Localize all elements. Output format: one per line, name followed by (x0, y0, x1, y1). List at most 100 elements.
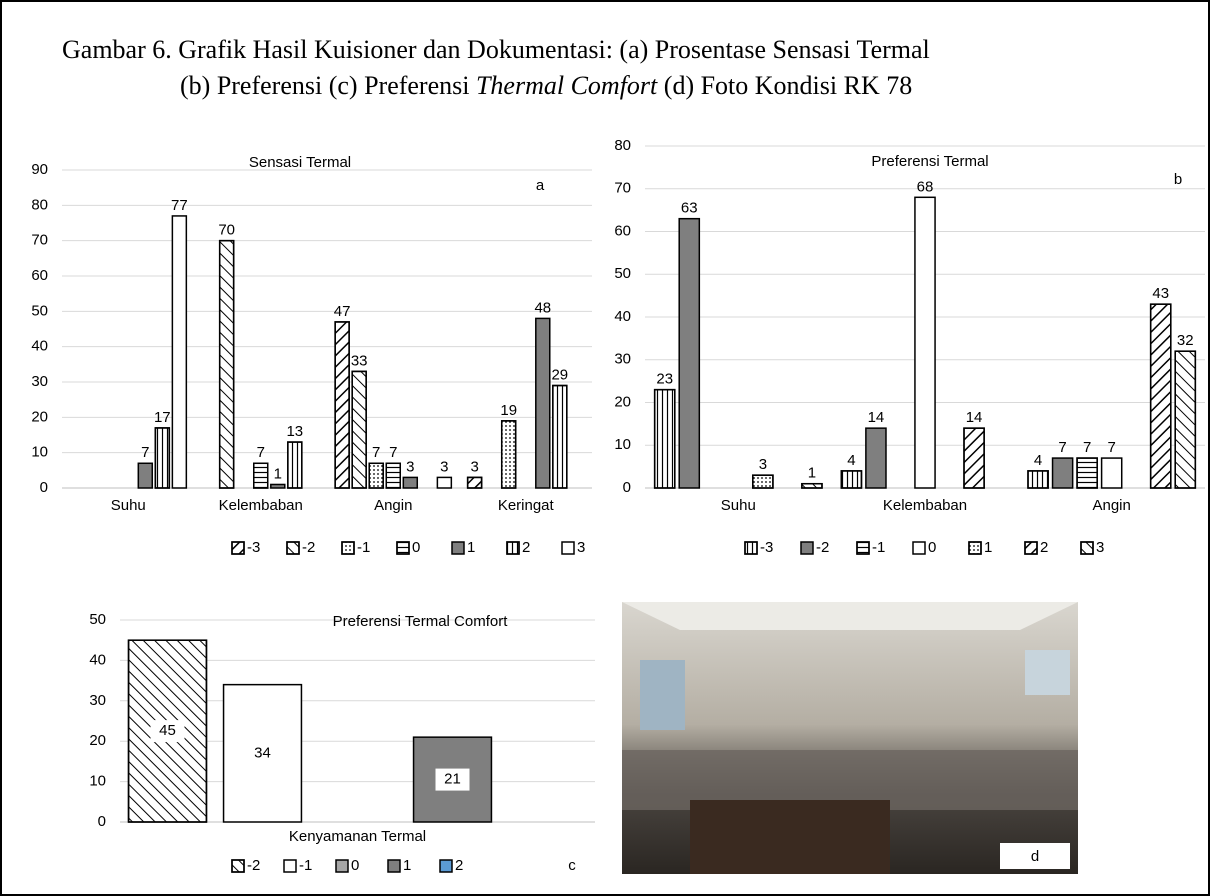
y-tick-label: 50 (31, 302, 48, 319)
value-label: 29 (551, 367, 568, 384)
legend-swatch (439, 859, 453, 873)
photo-label-box (1000, 843, 1070, 869)
y-tick-label: 0 (40, 479, 48, 496)
y-tick-label: 30 (89, 692, 106, 709)
bar-hatch (287, 441, 303, 489)
bar-hatch (801, 482, 823, 489)
photo: d (622, 602, 1078, 874)
legend-label: 0 (928, 539, 936, 556)
value-label-box (245, 742, 280, 765)
value-label: 17 (154, 409, 171, 426)
panel-label: b (1174, 171, 1182, 188)
value-label: 63 (681, 200, 698, 217)
y-tick-label: 40 (614, 308, 631, 325)
bar-hatch (154, 427, 171, 489)
legend-hatch (396, 541, 410, 555)
value-label: 32 (1177, 332, 1194, 349)
value-label: 7 (1083, 439, 1091, 456)
legend-label: 2 (455, 857, 463, 874)
value-label: 1 (808, 465, 816, 482)
bar-hatch (466, 476, 483, 489)
bar-hatch (218, 239, 235, 489)
legend-label: -1 (299, 857, 312, 874)
y-tick-label: 30 (31, 373, 48, 390)
legend-label: -3 (760, 539, 773, 556)
value-label: 45 (159, 722, 176, 739)
bar (137, 462, 154, 489)
value-label: 7 (372, 444, 380, 461)
x-tick-label: Angin (1092, 497, 1130, 514)
bar (678, 217, 701, 489)
legend-label: -1 (357, 539, 370, 556)
legend-hatch (968, 541, 982, 555)
caption-part: (d) Foto Kondisi RK 78 (657, 71, 912, 100)
legend-swatch (561, 541, 575, 555)
bar-hatch (1174, 350, 1197, 489)
y-tick-label: 20 (89, 732, 106, 749)
y-tick-label: 60 (614, 222, 631, 239)
legend-label: 1 (403, 857, 411, 874)
legend-label: 1 (984, 539, 992, 556)
legend-hatch (341, 541, 355, 555)
value-label: 4 (1034, 452, 1042, 469)
x-tick-label: Kelembaban (219, 497, 303, 514)
value-label: 48 (534, 299, 551, 316)
y-tick-label: 50 (614, 265, 631, 282)
x-tick-label: Angin (374, 497, 412, 514)
bar (1051, 457, 1074, 489)
photo-window (640, 660, 685, 730)
bar-hatch (1076, 457, 1098, 489)
value-label: 23 (656, 371, 673, 388)
bar (1100, 457, 1123, 489)
bar (914, 196, 936, 489)
legend-swatch (912, 541, 926, 555)
value-label: 7 (1107, 439, 1115, 456)
y-tick-label: 60 (31, 267, 48, 284)
y-tick-label: 10 (614, 436, 631, 453)
legend-hatch (506, 541, 520, 555)
bar-hatch (653, 388, 676, 489)
bar (436, 476, 453, 489)
x-tick-label: Kelembaban (883, 497, 967, 514)
legend-label: 1 (467, 539, 475, 556)
x-tick-label: Suhu (111, 497, 146, 514)
bar (402, 476, 419, 489)
y-tick-label: 20 (31, 408, 48, 425)
value-label-box (435, 768, 470, 791)
legend-hatch (856, 541, 870, 555)
x-tick-label: Suhu (721, 497, 756, 514)
value-label: 33 (351, 352, 368, 369)
chart-title: Sensasi Termal (249, 154, 351, 171)
x-tick-label: Kenyamanan Termal (289, 828, 426, 845)
x-tick-label: Keringat (498, 497, 555, 514)
y-tick-label: 70 (31, 232, 48, 249)
bar-hatch (334, 321, 350, 489)
value-label: 13 (286, 423, 303, 440)
legend-label: -3 (247, 539, 260, 556)
legend-swatch (335, 859, 349, 873)
y-tick-label: 30 (614, 351, 631, 368)
chart-title: Preferensi Termal (871, 153, 988, 170)
bar-hatch (1027, 470, 1049, 489)
photo-label: d (1031, 848, 1039, 865)
y-tick-label: 10 (31, 444, 48, 461)
value-label: 68 (917, 178, 934, 195)
value-label: 77 (171, 197, 188, 214)
bar-hatch (552, 384, 568, 489)
bar-hatch (253, 462, 269, 489)
bar-hatch (1149, 303, 1172, 489)
value-label: 3 (440, 458, 448, 475)
panel-label: a (536, 177, 545, 194)
photo-ceiling (622, 602, 1078, 630)
bar (270, 483, 286, 489)
legend-swatch (283, 859, 297, 873)
legend-label: -2 (302, 539, 315, 556)
value-label: 14 (966, 409, 983, 426)
legend-hatch (1080, 541, 1094, 555)
legend-label: -1 (872, 539, 885, 556)
caption-line2: (b) Preferensi (c) Preferensi Thermal Co… (180, 71, 912, 100)
y-tick-label: 90 (31, 161, 48, 178)
photo-desk (690, 800, 890, 874)
bar-hatch (963, 427, 985, 489)
